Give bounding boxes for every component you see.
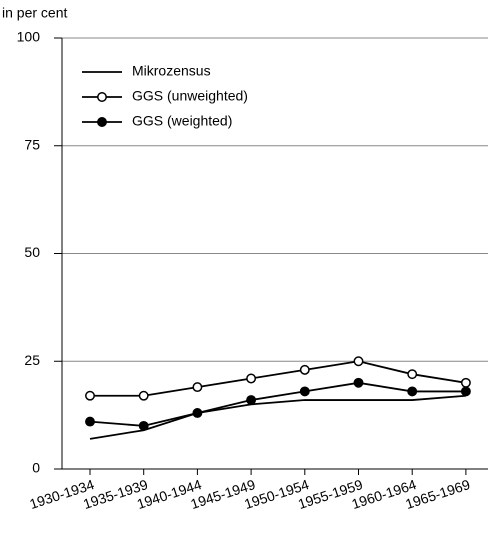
point <box>246 395 257 405</box>
point <box>192 382 203 393</box>
point <box>246 373 257 384</box>
y-tick-label: 100 <box>17 29 41 45</box>
point <box>192 408 203 418</box>
legend-marker <box>97 92 107 102</box>
y-tick-label: 25 <box>24 352 40 368</box>
point <box>138 390 149 401</box>
y-axis-label: in per cent <box>2 5 67 21</box>
legend-label: GGS (weighted) <box>132 113 232 129</box>
series-line <box>89 381 466 427</box>
point <box>460 386 471 397</box>
y-tick-label: 75 <box>24 136 40 152</box>
legend-label: GGS (unweighted) <box>132 88 248 104</box>
point <box>85 390 95 401</box>
point <box>353 356 364 367</box>
series-line <box>90 360 467 397</box>
legend-label: Mikrozensus <box>132 63 211 79</box>
y-tick-label: 0 <box>32 460 40 476</box>
point <box>299 364 310 375</box>
point <box>460 377 471 388</box>
series-line <box>89 394 466 440</box>
point <box>407 386 418 397</box>
point <box>407 369 418 380</box>
point <box>138 420 149 431</box>
point <box>299 386 310 397</box>
point <box>353 377 364 388</box>
point <box>85 416 95 427</box>
y-tick-label: 50 <box>24 244 40 260</box>
legend-marker <box>97 117 107 127</box>
